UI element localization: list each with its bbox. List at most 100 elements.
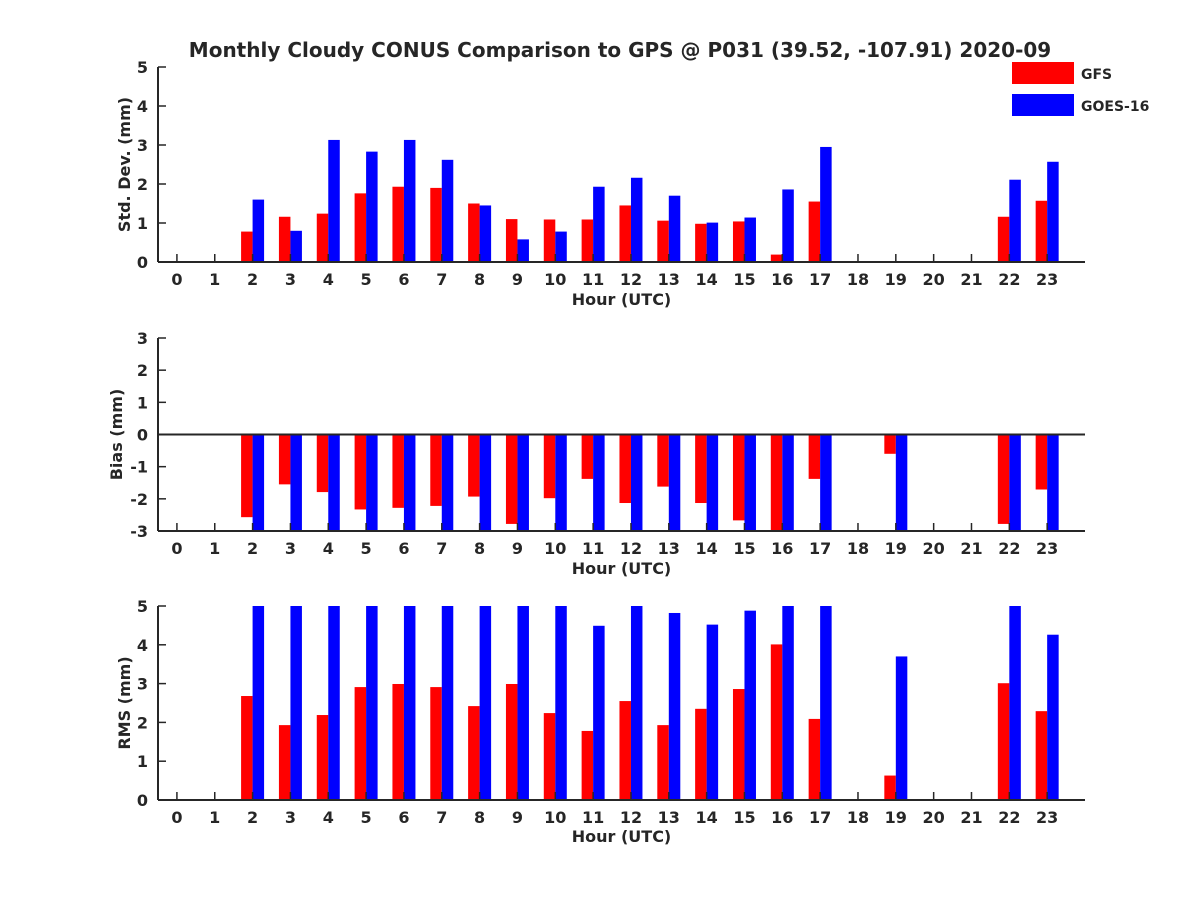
x-tick-label: 21 <box>960 539 982 558</box>
bar-gfs-hour-9 <box>505 219 518 262</box>
bar-goes-16-hour-17 <box>820 606 832 800</box>
bar-goes-16-hour-6 <box>403 606 416 800</box>
bar-goes-16-hour-2 <box>252 606 265 800</box>
x-tick-label: 0 <box>171 539 182 558</box>
bar-goes-16-hour-23 <box>1047 434 1059 531</box>
x-tick-label: 16 <box>771 270 793 289</box>
legend-label-goes-16: GOES-16 <box>1081 99 1149 115</box>
bar-gfs-hour-4 <box>316 715 329 800</box>
bar-goes-16-hour-14 <box>706 222 719 262</box>
bar-goes-16-hour-8 <box>479 205 492 262</box>
x-tick-label: 1 <box>209 539 220 558</box>
x-tick-label: 8 <box>474 270 485 289</box>
x-axis-label: Hour (UTC) <box>572 827 672 846</box>
bar-goes-16-hour-11 <box>593 625 605 800</box>
bar-gfs-hour-13 <box>657 434 669 487</box>
bar-goes-16-hour-13 <box>668 434 681 531</box>
x-axis-label: Hour (UTC) <box>572 290 672 309</box>
x-tick-label: 11 <box>582 539 604 558</box>
y-tick-label: 3 <box>137 675 148 694</box>
bar-gfs-hour-3 <box>278 725 291 800</box>
x-tick-label: 23 <box>1036 808 1058 827</box>
bar-goes-16-hour-5 <box>366 151 378 262</box>
x-tick-label: 11 <box>582 270 604 289</box>
legend: GFS GOES-16 <box>1012 62 1149 116</box>
bar-goes-16-hour-6 <box>403 139 416 262</box>
bar-gfs-hour-17 <box>808 718 821 800</box>
bar-goes-16-hour-3 <box>290 434 302 531</box>
x-tick-label: 15 <box>733 270 755 289</box>
x-tick-label: 20 <box>923 270 945 289</box>
x-tick-label: 3 <box>285 270 296 289</box>
bar-goes-16-hour-3 <box>290 230 302 262</box>
bar-gfs-hour-12 <box>619 434 631 504</box>
bar-gfs-hour-2 <box>241 696 253 800</box>
x-tick-label: 20 <box>923 539 945 558</box>
legend-swatch-gfs <box>1012 62 1074 84</box>
x-tick-label: 21 <box>960 808 982 827</box>
y-tick-label: 5 <box>137 58 148 77</box>
x-tick-label: 10 <box>544 270 566 289</box>
x-tick-label: 19 <box>885 539 907 558</box>
x-tick-label: 7 <box>436 539 447 558</box>
y-tick-label: 4 <box>137 636 148 655</box>
x-tick-label: 1 <box>209 808 220 827</box>
bar-goes-16-hour-12 <box>630 606 643 800</box>
bar-goes-16-hour-19 <box>895 434 908 531</box>
bar-goes-16-hour-19 <box>895 656 908 800</box>
bar-goes-16-hour-14 <box>706 434 719 531</box>
y-tick-label: 0 <box>137 253 148 272</box>
bar-gfs-hour-3 <box>278 434 291 485</box>
bar-gfs-hour-10 <box>543 219 556 262</box>
x-tick-label: 12 <box>620 539 642 558</box>
bar-gfs-hour-23 <box>1035 200 1048 262</box>
x-tick-label: 16 <box>771 808 793 827</box>
bar-gfs-hour-5 <box>354 687 367 800</box>
bar-goes-16-hour-5 <box>366 606 378 800</box>
bar-gfs-hour-6 <box>392 186 404 262</box>
bar-goes-16-hour-10 <box>555 434 567 531</box>
x-tick-label: 13 <box>658 539 680 558</box>
bar-goes-16-hour-7 <box>441 606 454 800</box>
x-tick-label: 14 <box>695 539 717 558</box>
x-tick-label: 5 <box>361 539 372 558</box>
x-tick-label: 3 <box>285 808 296 827</box>
x-tick-label: 2 <box>247 808 258 827</box>
bar-goes-16-hour-23 <box>1047 161 1059 262</box>
x-tick-label: 2 <box>247 539 258 558</box>
x-tick-label: 23 <box>1036 539 1058 558</box>
x-tick-label: 7 <box>436 808 447 827</box>
x-tick-label: 4 <box>323 539 334 558</box>
x-tick-label: 14 <box>695 808 717 827</box>
bar-gfs-hour-22 <box>997 216 1010 262</box>
legend-swatch-goes-16 <box>1012 94 1074 116</box>
bar-goes-16-hour-11 <box>593 434 605 531</box>
y-tick-label: 1 <box>137 752 148 771</box>
bar-goes-16-hour-22 <box>1009 606 1021 800</box>
x-tick-label: 13 <box>658 270 680 289</box>
bar-goes-16-hour-13 <box>668 195 681 262</box>
x-tick-label: 14 <box>695 270 717 289</box>
bar-gfs-hour-7 <box>430 187 442 262</box>
x-tick-label: 16 <box>771 539 793 558</box>
bar-gfs-hour-11 <box>581 434 594 479</box>
bar-gfs-hour-5 <box>354 193 367 262</box>
y-tick-label: 5 <box>137 597 148 616</box>
x-tick-label: 23 <box>1036 270 1058 289</box>
bar-goes-16-hour-16 <box>782 434 794 531</box>
bar-goes-16-hour-4 <box>328 434 340 531</box>
y-axis-label: Bias (mm) <box>107 389 126 481</box>
bar-gfs-hour-13 <box>657 220 669 262</box>
x-tick-label: 3 <box>285 539 296 558</box>
y-axis-label: RMS (mm) <box>115 656 134 749</box>
bar-goes-16-hour-14 <box>706 624 719 800</box>
x-tick-label: 15 <box>733 539 755 558</box>
bar-gfs-hour-22 <box>997 683 1010 800</box>
bar-gfs-hour-15 <box>732 221 745 262</box>
y-tick-label: 3 <box>137 136 148 155</box>
bar-gfs-hour-5 <box>354 434 367 510</box>
bar-gfs-hour-16 <box>770 254 783 262</box>
bar-gfs-hour-4 <box>316 213 329 262</box>
